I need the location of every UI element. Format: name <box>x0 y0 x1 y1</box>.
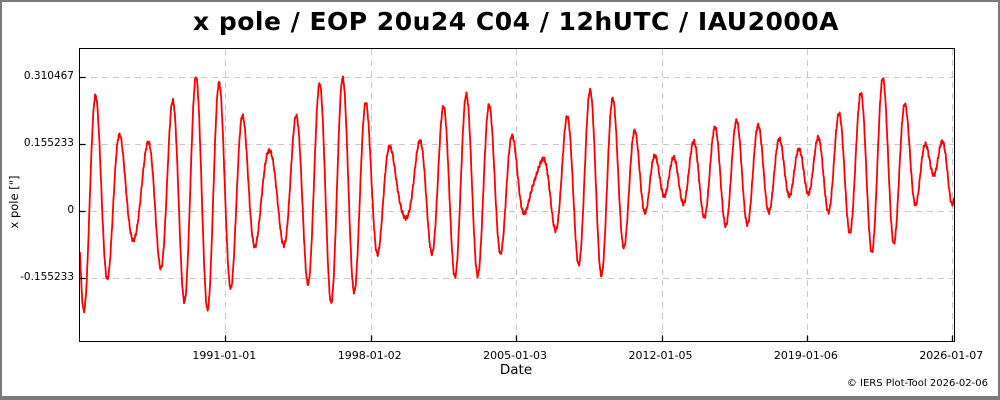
chart-title: x pole / EOP 20u24 C04 / 12hUTC / IAU200… <box>192 7 839 36</box>
y-axis-label: x pole ["] <box>7 175 21 229</box>
x-tick-label: 2026-01-07 <box>919 349 984 362</box>
x-tick-label: 2012-01-05 <box>628 349 693 362</box>
x-tick-label: 1998-01-02 <box>337 349 402 362</box>
x-tick-label: 2019-01-06 <box>773 349 838 362</box>
x-tick-label: 1991-01-01 <box>192 349 257 362</box>
y-tick-label: -0.155233 <box>20 270 74 283</box>
x-axis-label: Date <box>499 362 533 378</box>
copyright-text: © IERS Plot-Tool 2026-02-06 <box>846 378 988 389</box>
y-tick-label: 0.155233 <box>23 136 74 149</box>
y-tick-label: 0 <box>67 203 74 216</box>
y-tick-label: 0.310467 <box>23 69 74 82</box>
plot-canvas <box>80 49 954 341</box>
plot-area <box>79 48 955 342</box>
x-tick-label: 2005-01-03 <box>483 349 548 362</box>
